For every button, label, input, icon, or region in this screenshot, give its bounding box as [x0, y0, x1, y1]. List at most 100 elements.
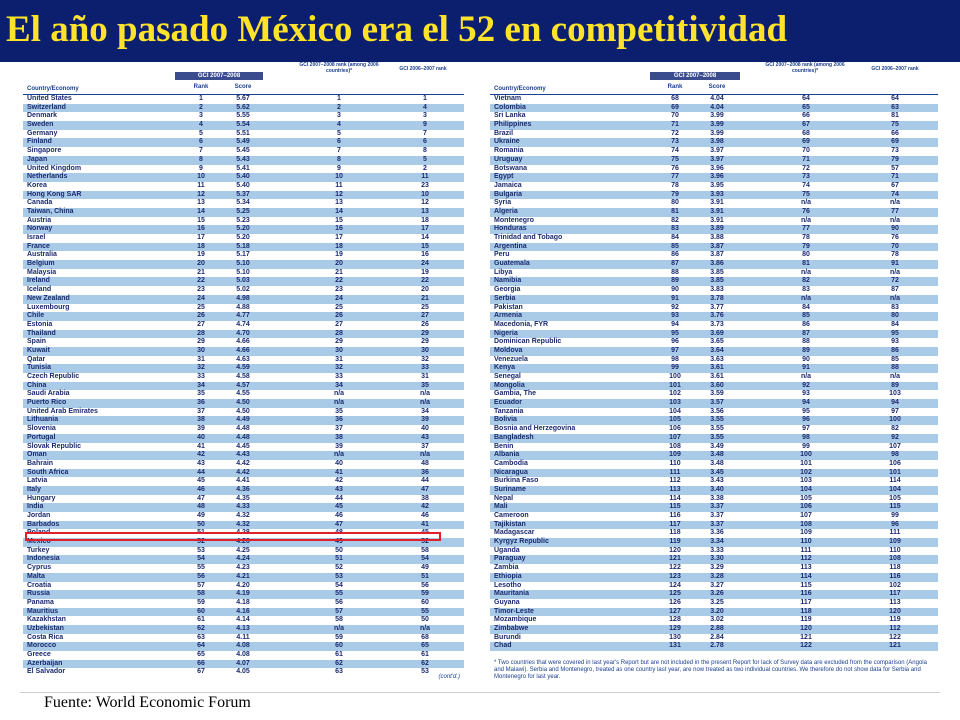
- gci-2006-cell: 103: [889, 390, 901, 398]
- gci-2006-cell: 80: [891, 312, 899, 320]
- rank-cell: 126: [669, 598, 681, 606]
- rank-cell: 103: [669, 399, 681, 407]
- score-cell: 3.36: [710, 529, 724, 537]
- country-cell: Paraguay: [494, 555, 526, 563]
- table-row: Hungary 47 4.35 44 38: [23, 495, 464, 504]
- prev-rank-cell: 104: [800, 485, 812, 493]
- table-row: Bolivia 105 3.55 96 100: [490, 416, 938, 426]
- score-cell: 4.33: [236, 503, 250, 511]
- score-cell: 5.49: [236, 138, 250, 146]
- rank-cell: 37: [197, 407, 205, 415]
- table-row: Denmark 3 5.55 3 3: [23, 112, 464, 121]
- rank-cell: 36: [197, 399, 205, 407]
- country-cell: Canada: [27, 199, 53, 207]
- table-row: South Africa 44 4.42 41 36: [23, 468, 464, 478]
- table-row: Finland 6 5.49 6 6: [23, 138, 464, 148]
- gci-2006-cell: 115: [889, 503, 901, 511]
- table-row: Jordan 49 4.32 46 46: [23, 512, 464, 521]
- gci-2006-cell: 95: [891, 329, 899, 337]
- rank-cell: 21: [197, 268, 205, 276]
- rank-cell: 98: [671, 355, 679, 363]
- table-row: Portugal 40 4.48 38 43: [23, 433, 464, 443]
- prev-rank-cell: 80: [802, 251, 810, 259]
- prev-rank-cell: 5: [337, 129, 341, 137]
- rank-cell: 109: [669, 451, 681, 459]
- country-cell: Australia: [27, 251, 57, 259]
- gci-2006-cell: 22: [421, 277, 429, 285]
- score-cell: 4.57: [236, 381, 250, 389]
- country-cell: China: [27, 381, 47, 389]
- country-cell: Burkina Faso: [494, 477, 539, 485]
- table-row: Malaysia 21 5.10 21 19: [23, 269, 464, 278]
- gci-2006-cell: 77: [891, 207, 899, 215]
- country-cell: Mauritius: [27, 607, 59, 615]
- country-cell: Kazakhstan: [27, 616, 66, 624]
- table-row: Slovenia 39 4.48 37 40: [23, 425, 464, 434]
- prev-rank-cell: 3: [337, 112, 341, 120]
- country-cell: Montenegro: [494, 216, 535, 224]
- gci-2006-cell: 29: [421, 329, 429, 337]
- rank-cell: 69: [671, 103, 679, 111]
- country-cell: Germany: [27, 129, 58, 137]
- gci-2006-cell: 76: [891, 234, 899, 241]
- rank-cell: 25: [197, 303, 205, 311]
- prev-rank-cell: 2: [337, 103, 341, 111]
- country-cell: Ethiopia: [494, 572, 522, 580]
- rank-cell: 125: [669, 590, 681, 598]
- prev-rank-cell: 4: [337, 121, 341, 129]
- score-cell: 3.64: [710, 346, 724, 354]
- gci-2006-cell: 30: [421, 346, 429, 354]
- gci-2006-cell: 29: [421, 338, 429, 346]
- prev-rank-cell: 12: [335, 190, 343, 198]
- gci-2006-cell: 105: [889, 494, 901, 502]
- gci-2006-cell: 102: [889, 581, 901, 589]
- gci-2006-cell: 43: [421, 433, 429, 441]
- score-cell: 4.42: [236, 468, 250, 476]
- country-cell: Puerto Rico: [27, 399, 67, 407]
- rank-cell: 2: [199, 103, 203, 111]
- prev-rank-cell: 113: [800, 564, 812, 572]
- prev-rank-cell: 39: [335, 442, 343, 450]
- table-row: Switzerland 2 5.62 2 4: [23, 103, 464, 113]
- score-cell: 3.28: [710, 572, 724, 580]
- header-country: Country/Economy: [27, 86, 79, 92]
- gci-2006-cell: 42: [421, 503, 429, 511]
- gci-2006-cell: 83: [891, 303, 899, 311]
- gci-2006-cell: 16: [421, 251, 429, 259]
- prev-rank-cell: 84: [802, 303, 810, 311]
- country-cell: Panama: [27, 598, 54, 606]
- mexico-highlight-box: [25, 532, 441, 541]
- table-row: Uzbekistan 62 4.13 n/a n/a: [23, 624, 464, 634]
- table-row: Suriname 113 3.40 104 104: [490, 485, 938, 495]
- score-cell: 3.95: [710, 181, 724, 189]
- country-cell: Syria: [494, 199, 512, 207]
- gci-2006-cell: 90: [891, 225, 899, 233]
- score-cell: 4.24: [236, 555, 250, 563]
- prev-rank-cell: 45: [335, 503, 343, 511]
- rank-cell: 101: [669, 381, 681, 389]
- country-cell: Pakistan: [494, 303, 523, 311]
- prev-rank-cell: 105: [800, 494, 812, 502]
- table-row: Trinidad and Tobago 84 3.88 78 76: [490, 234, 938, 243]
- country-cell: Brazil: [494, 129, 514, 137]
- country-cell: Switzerland: [27, 103, 66, 111]
- country-cell: Oman: [27, 451, 47, 459]
- header-gci-2006: GCI 2006–2007 rank: [399, 66, 447, 72]
- table-row: Czech Republic 33 4.58 33 31: [23, 373, 464, 382]
- rank-cell: 35: [197, 390, 205, 398]
- score-cell: 3.37: [710, 512, 724, 519]
- prev-rank-cell: 117: [800, 598, 812, 606]
- country-cell: Bulgaria: [494, 190, 523, 198]
- score-cell: 4.36: [236, 485, 250, 493]
- prev-rank-cell: 77: [802, 225, 810, 233]
- gci-2006-cell: 48: [421, 459, 429, 467]
- table-row: Bulgaria 79 3.93 75 74: [490, 190, 938, 200]
- rank-cell: 88: [671, 268, 679, 276]
- country-cell: United Kingdom: [27, 164, 82, 172]
- table-row: Mozambique 128 3.02 119 119: [490, 616, 938, 625]
- prev-rank-cell: 78: [802, 234, 810, 241]
- gci-2006-cell: n/a: [419, 399, 431, 407]
- prev-rank-cell: 86: [802, 320, 810, 328]
- rank-cell: 44: [197, 468, 205, 476]
- gci-2006-cell: 117: [889, 590, 901, 598]
